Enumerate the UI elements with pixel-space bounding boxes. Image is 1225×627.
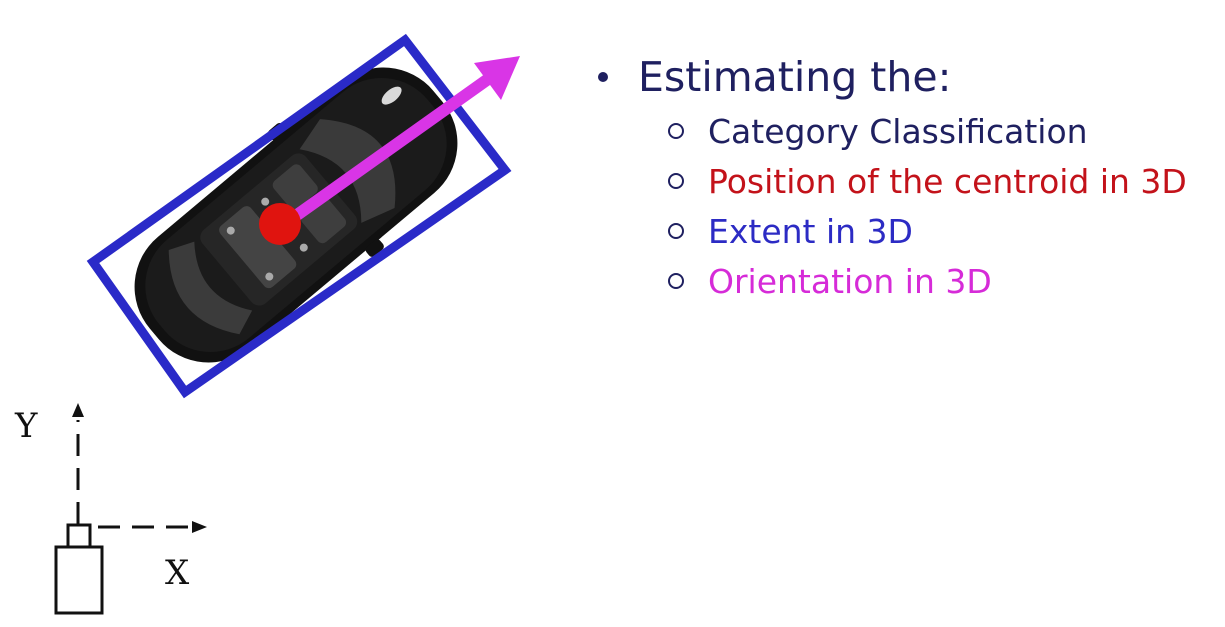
y-axis-label: Y (14, 406, 38, 446)
bullet-dot-icon (598, 72, 608, 82)
ring-bullet-icon (668, 123, 684, 139)
bullet-list: Estimating the: Category Classification … (598, 50, 1218, 306)
sub-item-extent: Extent in 3D (668, 206, 1218, 256)
coordinate-frame: Y X (14, 403, 207, 615)
main-bullet-text: Estimating the: (638, 53, 952, 101)
sub-item-label: Category Classification (708, 111, 1088, 151)
sub-item-position: Position of the centroid in 3D (668, 156, 1218, 206)
ring-bullet-icon (668, 173, 684, 189)
ring-bullet-icon (668, 223, 684, 239)
main-bullet: Estimating the: (598, 50, 1218, 104)
sub-item-label: Extent in 3D (708, 211, 913, 251)
sub-item-label: Position of the centroid in 3D (708, 161, 1187, 201)
sub-item-category: Category Classification (668, 106, 1218, 156)
ring-bullet-icon (668, 273, 684, 289)
x-axis-label: X (165, 553, 190, 593)
sensor-icon (66, 523, 92, 549)
orientation-arrow (284, 66, 504, 226)
sub-bullet-list: Category Classification Position of the … (668, 106, 1218, 306)
detection-figure: Y X (14, 33, 520, 615)
sensor-body (54, 545, 104, 615)
orientation-arrowhead (474, 56, 520, 100)
bounding-box (86, 33, 512, 399)
centroid-dot (259, 203, 301, 245)
sub-item-label: Orientation in 3D (708, 261, 992, 301)
sub-item-orientation: Orientation in 3D (668, 256, 1218, 306)
